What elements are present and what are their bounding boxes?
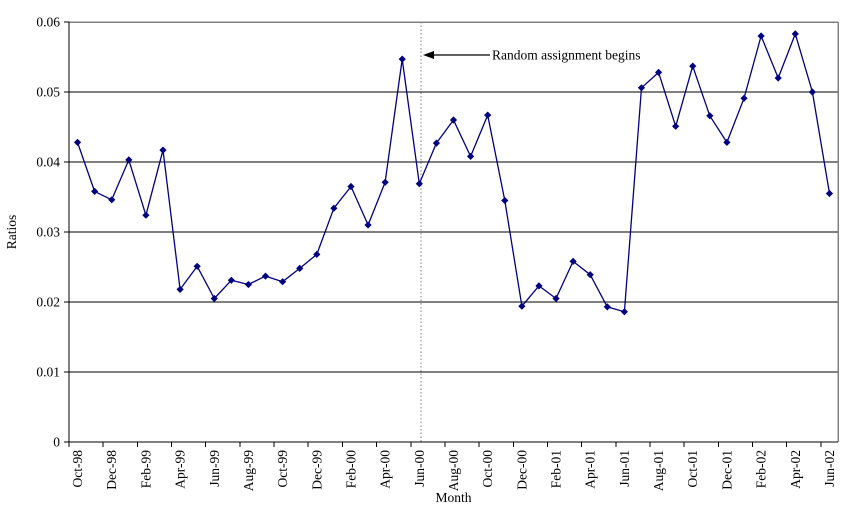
data-point <box>586 271 594 279</box>
data-point <box>296 264 304 272</box>
data-point <box>91 187 99 195</box>
data-point <box>279 278 287 286</box>
x-tick-label: Dec-98 <box>104 450 119 490</box>
data-point <box>569 257 577 265</box>
data-point <box>706 112 714 120</box>
annotation-text: Random assignment begins <box>492 48 641 63</box>
data-point <box>313 250 321 258</box>
data-point <box>603 303 611 311</box>
data-point <box>466 152 475 160</box>
x-tick-label: Apr-99 <box>173 450 188 489</box>
y-tick-label: 0.03 <box>36 225 60 240</box>
x-tick-label: Dec-01 <box>719 450 734 490</box>
x-tick-label: Apr-01 <box>583 450 598 489</box>
data-point <box>808 88 816 96</box>
x-tick-label: Aug-01 <box>651 450 666 491</box>
x-tick-label: Aug-99 <box>241 450 256 491</box>
data-point <box>689 62 697 70</box>
data-point <box>501 196 509 205</box>
x-tick-label: Dec-00 <box>514 450 529 490</box>
data-point <box>825 189 834 198</box>
y-tick-label: 0.04 <box>36 155 60 170</box>
data-point <box>535 282 543 290</box>
data-point <box>518 302 526 310</box>
x-tick-label: Aug-00 <box>446 450 461 491</box>
x-tick-label: Jun-01 <box>617 450 632 487</box>
data-point <box>108 196 116 204</box>
x-tick-label: Jun-99 <box>207 450 222 487</box>
data-point <box>159 146 167 154</box>
data-point <box>791 30 799 38</box>
x-tick-label: Feb-01 <box>549 450 564 488</box>
data-point <box>142 211 150 219</box>
x-tick-label: Jun-00 <box>412 450 427 487</box>
data-point <box>620 308 628 316</box>
x-tick-label: Oct-01 <box>685 450 700 488</box>
x-tick-label: Feb-02 <box>754 450 769 488</box>
y-tick-label: 0.05 <box>36 85 60 100</box>
data-point <box>637 84 646 92</box>
data-point <box>176 285 184 293</box>
data-point <box>347 182 355 191</box>
data-point <box>125 156 133 164</box>
x-tick-label: Oct-99 <box>275 450 290 488</box>
data-point <box>672 122 680 130</box>
y-tick-label: 0.02 <box>36 295 60 310</box>
x-tick-label: Feb-00 <box>343 450 358 488</box>
data-point <box>193 262 201 270</box>
data-point <box>415 180 423 188</box>
x-tick-label: Oct-98 <box>70 450 85 488</box>
data-point <box>740 94 748 102</box>
x-tick-label: Jun-02 <box>822 450 837 487</box>
x-tick-label: Feb-99 <box>138 450 153 488</box>
x-axis-title: Month <box>435 490 471 505</box>
data-point <box>757 32 765 40</box>
x-tick-label: Apr-00 <box>378 450 393 489</box>
x-tick-label: Oct-00 <box>480 450 495 488</box>
data-point <box>449 116 458 124</box>
y-tick-label: 0 <box>53 435 60 450</box>
data-point <box>552 294 560 303</box>
data-point <box>244 280 253 289</box>
annotation-arrowhead <box>423 51 435 59</box>
data-point <box>210 294 218 303</box>
y-tick-label: 0.06 <box>36 15 60 30</box>
x-tick-label: Dec-99 <box>309 450 324 490</box>
data-point <box>73 138 82 146</box>
data-point <box>398 55 406 63</box>
data-point <box>227 276 235 284</box>
y-axis-title: Ratios <box>4 215 19 250</box>
data-point <box>364 221 372 229</box>
data-point <box>330 204 338 212</box>
y-tick-label: 0.01 <box>36 365 60 380</box>
data-point <box>723 138 731 146</box>
data-point <box>484 111 492 119</box>
data-point <box>381 178 389 186</box>
x-tick-label: Apr-02 <box>788 450 803 489</box>
data-point <box>432 139 441 147</box>
data-point <box>654 68 663 76</box>
data-point <box>774 74 782 82</box>
data-point <box>261 272 270 280</box>
